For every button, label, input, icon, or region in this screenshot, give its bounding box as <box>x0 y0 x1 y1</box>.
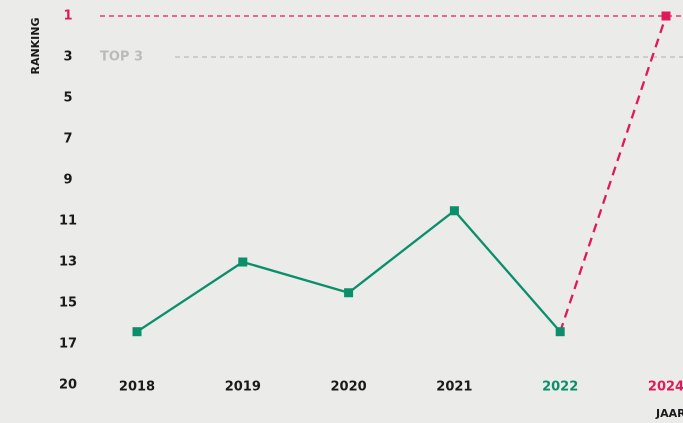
x-tick-label: 2020 <box>331 380 367 395</box>
marker <box>555 327 565 337</box>
y-tick-label: 7 <box>63 132 72 147</box>
y-tick-label: 5 <box>63 91 72 106</box>
y-tick-label: 1 <box>63 9 72 24</box>
y-tick-label: 15 <box>59 296 77 311</box>
y-tick-label: 17 <box>59 337 77 352</box>
y-tick-label: 3 <box>63 50 72 65</box>
reference-label: TOP 3 <box>100 50 143 65</box>
x-tick-label: 2021 <box>436 380 472 395</box>
marker <box>449 206 459 216</box>
y-tick-label: 9 <box>63 173 72 188</box>
x-tick-label: 2019 <box>225 380 261 395</box>
x-tick-label: 2022 <box>542 380 578 395</box>
marker <box>661 11 671 21</box>
x-tick-label: 2018 <box>119 380 155 395</box>
marker <box>132 327 142 337</box>
x-tick-label: 2024 <box>648 380 683 395</box>
y-axis-label: RANKING <box>29 17 42 74</box>
y-tick-label: 11 <box>59 214 77 229</box>
series-line <box>559 15 668 333</box>
y-tick-label: 13 <box>59 255 77 270</box>
x-axis-label: JAAR <box>655 407 683 420</box>
y-tick-label: 20 <box>59 378 77 393</box>
marker <box>238 257 248 267</box>
marker <box>344 288 354 298</box>
